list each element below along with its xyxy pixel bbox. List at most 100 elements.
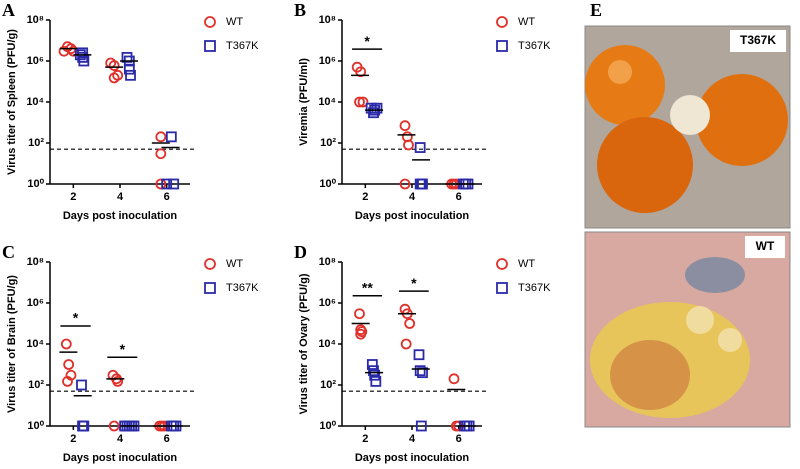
chart-panel: B Viremia (PFU/ml) Days post inoculation 10…: [294, 0, 551, 222]
y-tick-label: 10⁰: [319, 420, 336, 432]
point: [161, 178, 173, 190]
follicle: [696, 74, 788, 166]
y-tick-label: 10²: [28, 379, 44, 391]
point: [355, 328, 367, 340]
y-axis-label: Virus titer of Spleen (PFU/g): [6, 29, 18, 175]
legend-label: WT: [518, 16, 535, 28]
x-tick-label: 2: [362, 433, 368, 445]
y-tick-label: 10⁰: [27, 420, 44, 432]
point: [404, 318, 416, 329]
y-tick-label: 10⁴: [318, 338, 336, 350]
point: [371, 102, 383, 114]
y-axis-label: Virus titer of Brain (PFU/g): [6, 275, 18, 413]
point: [112, 375, 124, 387]
y-axis-label: Virus titer of Ovary (PFU/g): [298, 273, 310, 414]
legend-label: T367K: [226, 40, 259, 52]
point: [76, 379, 87, 391]
panel-letter: E: [590, 0, 602, 20]
point: [369, 369, 381, 381]
legend-label: WT: [518, 258, 535, 270]
legend-label: WT: [226, 16, 243, 28]
point: [399, 178, 411, 190]
point: [415, 420, 427, 432]
legend-label: T367K: [518, 40, 551, 52]
point: [354, 96, 365, 108]
follicle: [585, 45, 665, 125]
x-tick-label: 6: [456, 191, 462, 203]
y-tick-label: 10⁶: [319, 55, 336, 67]
legend-marker: [496, 40, 508, 52]
point: [125, 69, 136, 81]
point: [155, 178, 167, 190]
chart-panel: D Virus titer of Ovary (PFU/g) Days post i…: [294, 242, 551, 464]
y-tick-label: 10⁴: [26, 96, 44, 108]
x-tick-label: 4: [117, 433, 124, 445]
y-tick-label: 10²: [320, 137, 336, 149]
follicle: [686, 306, 714, 334]
point: [63, 359, 75, 370]
legend-label: T367K: [226, 282, 259, 294]
x-axis-label: Days post inoculation: [63, 452, 178, 464]
x-tick-label: 6: [164, 433, 170, 445]
significance-label: *: [364, 33, 370, 49]
follicle: [597, 117, 693, 213]
significance-label: *: [120, 341, 126, 357]
significance-label: *: [73, 310, 79, 326]
point: [357, 96, 369, 108]
y-tick-label: 10⁰: [27, 178, 44, 190]
legend-marker: [496, 258, 508, 270]
point: [414, 142, 426, 153]
x-tick-label: 4: [117, 191, 124, 203]
y-tick-label: 10⁸: [27, 14, 44, 26]
photo-label: T367K: [740, 33, 776, 47]
photo-label-bg: [745, 236, 785, 258]
x-axis-label: Days post inoculation: [63, 210, 178, 222]
follicle: [718, 328, 742, 352]
chart-panel: C Virus titer of Brain (PFU/g) Days post i…: [2, 242, 259, 464]
x-axis-label: Days post inoculation: [355, 452, 470, 464]
x-tick-label: 6: [456, 433, 462, 445]
x-tick-label: 2: [70, 433, 76, 445]
y-tick-label: 10⁴: [26, 338, 44, 350]
chart-panel: A Virus titer of Spleen (PFU/g) Days post …: [2, 0, 259, 222]
panel-letter: D: [294, 242, 307, 262]
point: [448, 373, 460, 385]
x-tick-label: 4: [409, 433, 416, 445]
panel-letter: A: [2, 0, 15, 20]
y-tick-label: 10⁰: [319, 178, 336, 190]
point: [355, 66, 367, 78]
y-tick-label: 10⁶: [319, 297, 336, 309]
legend-marker: [204, 16, 216, 28]
point: [123, 63, 135, 75]
photo-label-bg: [730, 30, 786, 52]
photo-panel: E T367K WT: [584, 0, 791, 428]
y-axis-label: Viremia (PFU/ml): [298, 58, 310, 146]
y-tick-label: 10²: [28, 137, 44, 149]
tissue: [670, 95, 710, 135]
y-tick-label: 10⁶: [27, 297, 44, 309]
point: [400, 338, 412, 350]
legend-marker: [204, 282, 216, 294]
y-tick-label: 10⁶: [27, 55, 44, 67]
legend-marker: [496, 282, 508, 294]
point: [399, 120, 411, 132]
point: [168, 178, 180, 190]
point: [165, 131, 177, 143]
point: [78, 55, 90, 67]
point: [354, 308, 365, 320]
x-axis-label: Days post inoculation: [355, 210, 470, 222]
point: [414, 365, 426, 377]
panel-letter: C: [2, 242, 15, 262]
point: [413, 349, 425, 361]
photo-label: WT: [756, 239, 775, 253]
point: [370, 375, 382, 387]
significance-label: *: [411, 275, 417, 291]
point: [62, 375, 73, 387]
y-tick-label: 10⁴: [318, 96, 336, 108]
legend-label: T367K: [518, 282, 551, 294]
x-tick-label: 2: [362, 191, 368, 203]
point: [108, 72, 120, 84]
legend-marker: [204, 258, 216, 270]
x-tick-label: 6: [164, 191, 170, 203]
legend-label: WT: [226, 258, 243, 270]
